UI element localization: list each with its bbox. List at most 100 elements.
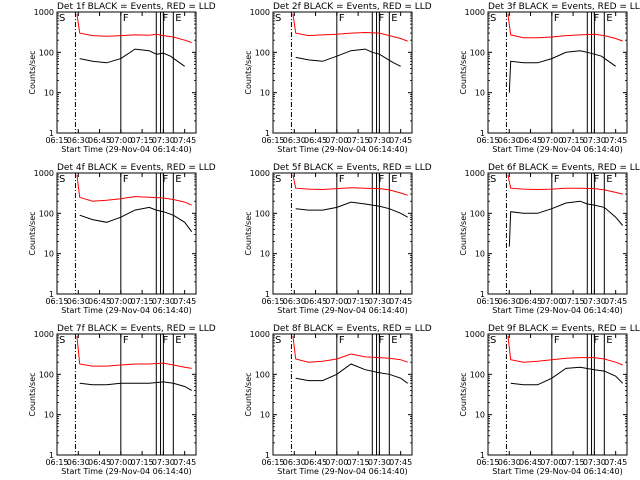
- x-tick-label: 07:00: [540, 297, 563, 306]
- marker-label-f: F: [339, 13, 345, 24]
- marker-label-e: E: [606, 335, 612, 346]
- x-tick-label: 06:15: [261, 136, 284, 145]
- marker-label-s: S: [59, 335, 65, 346]
- y-axis-label: Counts/sec: [244, 50, 253, 94]
- x-axis-label: Start Time (29-Nov-04 06:14:40): [277, 145, 407, 154]
- marker-label-f: F: [554, 174, 560, 185]
- plot-frame: [56, 172, 197, 295]
- x-tick-label: 07:45: [389, 458, 412, 467]
- x-tick-label: 07:00: [325, 136, 348, 145]
- x-tick-label: 07:15: [347, 136, 370, 145]
- x-tick-label: 07:15: [562, 458, 585, 467]
- x-tick-label: 06:30: [498, 297, 521, 306]
- y-tick-label: 10: [44, 89, 54, 98]
- x-axis-label: Start Time (29-Nov-04 06:14:40): [492, 467, 622, 476]
- y-tick-label: 1: [265, 290, 270, 299]
- marker-label-e: E: [175, 13, 181, 24]
- series-line-lld: [76, 335, 192, 369]
- y-tick-label: 1000: [250, 8, 270, 17]
- y-tick-label: 1000: [250, 169, 270, 178]
- chart-title: Det 7f BLACK = Events, RED = LLD: [57, 324, 216, 334]
- marker-label-f: F: [123, 13, 129, 24]
- x-axis-label: Start Time (29-Nov-04 06:14:40): [277, 467, 407, 476]
- y-tick-label: 1000: [465, 8, 485, 17]
- series-line-events: [295, 363, 408, 384]
- x-tick-label: 07:30: [368, 458, 391, 467]
- y-tick-label: 1: [480, 451, 485, 460]
- x-tick-label: 06:30: [67, 297, 90, 306]
- x-tick-label: 07:15: [562, 297, 585, 306]
- y-tick-label: 100: [255, 370, 270, 379]
- y-tick-label: 1000: [34, 330, 54, 339]
- x-tick-label: 06:30: [498, 458, 521, 467]
- chart-title: Det 5f BLACK = Events, RED = LLD: [273, 163, 432, 173]
- y-tick-label: 100: [470, 48, 485, 57]
- marker-label-e: E: [391, 335, 397, 346]
- x-tick-label: 07:30: [152, 458, 175, 467]
- series-line-events: [79, 381, 192, 391]
- marker-label-f: F: [123, 335, 129, 346]
- x-tick-label: 06:15: [476, 458, 499, 467]
- y-tick-label: 1: [49, 290, 54, 299]
- plot-frame: [56, 11, 197, 134]
- y-tick-label: 1000: [250, 330, 270, 339]
- y-tick-label: 1: [49, 451, 54, 460]
- detector-chart-2: Det 2f BLACK = Events, RED = LLD 1 10 100 10…: [244, 2, 432, 154]
- series-line-lld: [76, 174, 192, 206]
- marker-label-s: S: [490, 13, 496, 24]
- y-axis-label: Counts/sec: [459, 211, 468, 255]
- y-axis-label: Counts/sec: [244, 372, 253, 416]
- x-tick-label: 06:45: [304, 297, 327, 306]
- x-axis-label: Start Time (29-Nov-04 06:14:40): [61, 145, 191, 154]
- detector-chart-3: Det 3f BLACK = Events, RED = LLD 1 10 100 10…: [459, 2, 640, 154]
- series-line-lld: [292, 335, 408, 363]
- marker-label-f: F: [594, 335, 600, 346]
- y-tick-label: 1000: [465, 330, 485, 339]
- marker-label-e: E: [606, 174, 612, 185]
- x-tick-label: 07:15: [347, 458, 370, 467]
- x-tick-label: 07:45: [173, 458, 196, 467]
- x-tick-label: 06:45: [88, 458, 111, 467]
- marker-label-s: S: [275, 335, 281, 346]
- marker-label-s: S: [490, 335, 496, 346]
- x-tick-label: 07:30: [152, 297, 175, 306]
- plot-frame: [272, 333, 413, 456]
- chart-title: Det 4f BLACK = Events, RED = LLD: [57, 163, 216, 173]
- y-tick-label: 10: [44, 250, 54, 259]
- x-tick-label: 06:45: [88, 297, 111, 306]
- x-tick-label: 07:45: [604, 136, 627, 145]
- x-axis-label: Start Time (29-Nov-04 06:14:40): [492, 145, 622, 154]
- series-line-events: [79, 48, 185, 67]
- x-tick-label: 07:45: [173, 136, 196, 145]
- y-tick-label: 100: [39, 370, 54, 379]
- y-tick-label: 1: [49, 129, 54, 138]
- x-tick-label: 06:45: [88, 136, 111, 145]
- marker-label-s: S: [59, 174, 65, 185]
- series-line-events: [295, 48, 401, 67]
- series-line-events: [79, 206, 193, 232]
- plot-frame: [487, 333, 628, 456]
- series-line-lld: [507, 13, 623, 42]
- x-axis-label: Start Time (29-Nov-04 06:14:40): [61, 467, 191, 476]
- x-tick-label: 07:00: [109, 136, 132, 145]
- x-tick-label: 06:15: [45, 136, 68, 145]
- y-tick-label: 10: [44, 411, 54, 420]
- x-tick-label: 06:30: [67, 458, 90, 467]
- x-tick-label: 06:15: [476, 297, 499, 306]
- marker-label-f: F: [163, 174, 169, 185]
- x-tick-label: 07:00: [109, 458, 132, 467]
- x-tick-label: 07:30: [152, 136, 175, 145]
- x-tick-label: 06:45: [304, 458, 327, 467]
- marker-label-f: F: [379, 335, 385, 346]
- x-tick-label: 06:30: [498, 136, 521, 145]
- chart-title: Det 3f BLACK = Events, RED = LLD: [488, 2, 640, 12]
- x-tick-label: 07:30: [368, 136, 391, 145]
- marker-label-s: S: [59, 13, 65, 24]
- y-axis-label: Counts/sec: [244, 211, 253, 255]
- detector-chart-6: Det 6f BLACK = Events, RED = LLD 1 10 100 10…: [459, 163, 640, 315]
- y-tick-label: 10: [475, 89, 485, 98]
- x-tick-label: 07:45: [389, 297, 412, 306]
- plot-frame: [487, 172, 628, 295]
- x-tick-label: 06:30: [283, 458, 306, 467]
- x-tick-label: 07:45: [604, 458, 627, 467]
